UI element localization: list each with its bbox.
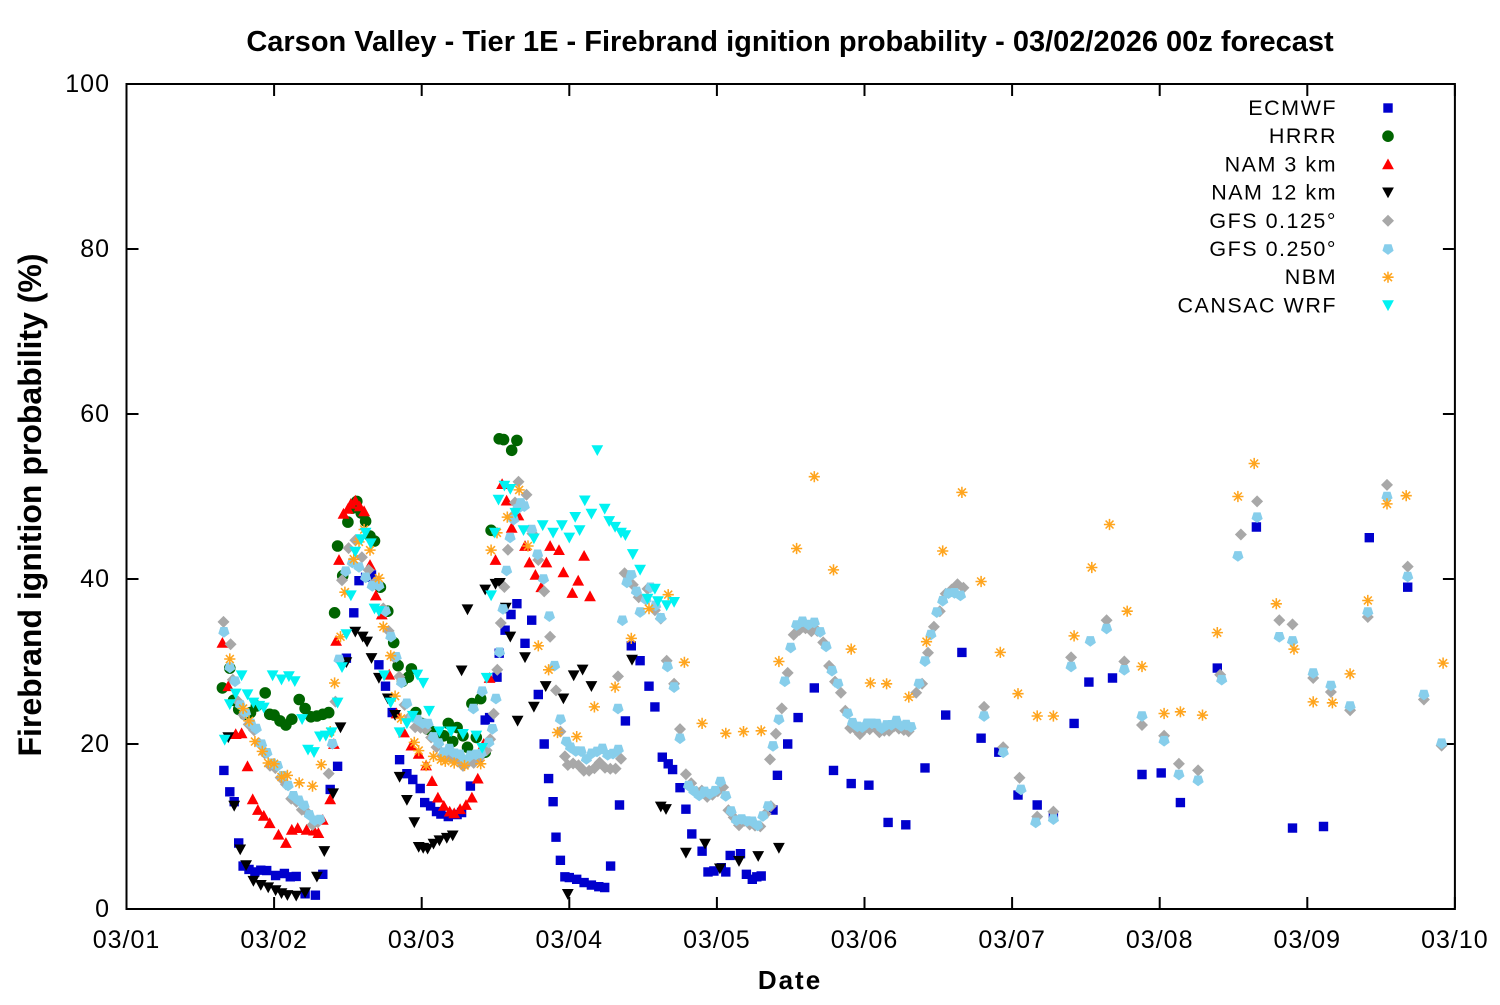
svg-text:GFS 0.125°: GFS 0.125° [1209, 209, 1337, 233]
svg-text:NAM 3 km: NAM 3 km [1225, 152, 1337, 176]
svg-text:NBM: NBM [1285, 265, 1337, 289]
svg-text:03/05: 03/05 [683, 926, 751, 954]
svg-text:HRRR: HRRR [1269, 124, 1337, 148]
svg-text:0: 0 [95, 895, 110, 923]
svg-text:80: 80 [80, 235, 110, 263]
svg-text:03/03: 03/03 [388, 926, 456, 954]
svg-text:03/07: 03/07 [978, 926, 1046, 954]
svg-text:03/09: 03/09 [1274, 926, 1342, 954]
svg-text:Firebrand ignition probability: Firebrand ignition probability (%) [12, 253, 48, 756]
svg-text:CANSAC WRF: CANSAC WRF [1177, 293, 1337, 317]
svg-text:03/06: 03/06 [831, 926, 899, 954]
svg-text:03/10: 03/10 [1421, 926, 1489, 954]
svg-text:GFS 0.250°: GFS 0.250° [1209, 237, 1337, 261]
svg-text:40: 40 [80, 565, 110, 593]
svg-text:03/04: 03/04 [536, 926, 604, 954]
svg-text:03/01: 03/01 [93, 926, 161, 954]
svg-text:Date: Date [758, 965, 822, 995]
svg-text:NAM 12 km: NAM 12 km [1211, 181, 1337, 205]
svg-text:100: 100 [65, 70, 110, 98]
svg-text:03/08: 03/08 [1126, 926, 1194, 954]
svg-text:Carson Valley - Tier 1E - Fire: Carson Valley - Tier 1E - Firebrand igni… [246, 26, 1334, 58]
svg-text:60: 60 [80, 400, 110, 428]
svg-text:03/02: 03/02 [240, 926, 308, 954]
svg-text:20: 20 [80, 730, 110, 758]
svg-text:ECMWF: ECMWF [1248, 96, 1337, 120]
